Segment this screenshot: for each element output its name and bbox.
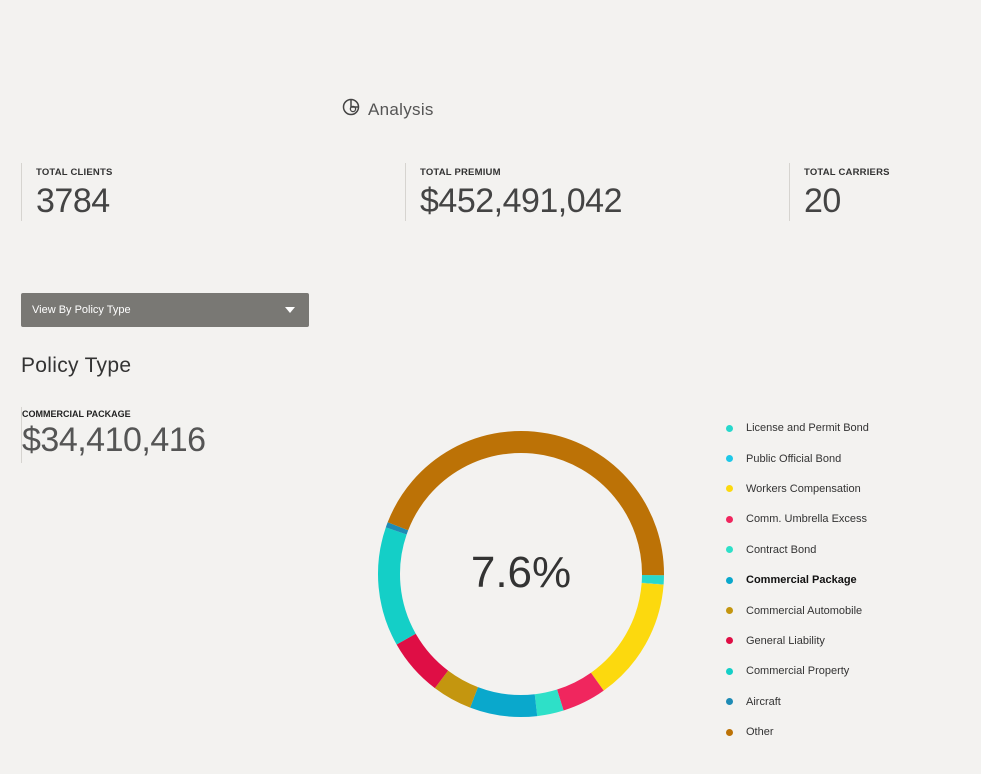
donut-slice-other[interactable] bbox=[387, 431, 664, 576]
donut-slice-aircraft[interactable] bbox=[385, 522, 409, 535]
legend-label: Contract Bond bbox=[746, 543, 817, 556]
total-premium-label: TOTAL PREMIUM bbox=[420, 167, 501, 178]
selected-policy-label: COMMERCIAL PACKAGE bbox=[22, 409, 131, 419]
legend-label: Other bbox=[746, 726, 774, 739]
total-carriers-value: 20 bbox=[804, 182, 841, 220]
legend-swatch bbox=[726, 485, 733, 493]
total-clients-stat: TOTAL CLIENTS 3784 bbox=[21, 163, 113, 221]
legend-item-commercial-property[interactable]: Commercial Property bbox=[724, 656, 869, 686]
legend-label: General Liability bbox=[746, 634, 825, 647]
legend-item-commercial-automobile[interactable]: Commercial Automobile bbox=[724, 595, 869, 625]
donut-slice-commercial-package[interactable] bbox=[470, 686, 538, 717]
selected-policy-stat: COMMERCIAL PACKAGE $34,410,416 bbox=[21, 407, 206, 463]
legend-item-other[interactable]: Other bbox=[724, 717, 869, 747]
donut-slice-commercial-property[interactable] bbox=[378, 527, 416, 645]
chevron-down-icon bbox=[285, 307, 295, 313]
analysis-header: Analysis bbox=[342, 98, 434, 121]
legend-item-commercial-package[interactable]: Commercial Package bbox=[724, 565, 869, 595]
legend-swatch bbox=[726, 424, 733, 432]
donut-center-label: 7.6% bbox=[471, 548, 571, 597]
donut-slice-general-liability[interactable] bbox=[396, 633, 449, 689]
legend-swatch bbox=[726, 455, 733, 463]
legend-item-general-liability[interactable]: General Liability bbox=[724, 626, 869, 656]
legend-item-comm-umbrella-excess[interactable]: Comm. Umbrella Excess bbox=[724, 504, 869, 534]
legend-label: License and Permit Bond bbox=[746, 422, 869, 435]
donut-slice-comm-umbrella-excess[interactable] bbox=[556, 672, 604, 711]
legend-label: Public Official Bond bbox=[746, 452, 842, 465]
analysis-icon bbox=[342, 98, 360, 121]
legend-label: Workers Compensation bbox=[746, 482, 861, 495]
donut-slice-commercial-automobile[interactable] bbox=[434, 670, 479, 708]
legend-label: Commercial Property bbox=[746, 665, 850, 678]
legend-swatch bbox=[726, 576, 733, 584]
view-by-select-label: View By Policy Type bbox=[32, 304, 131, 316]
section-title: Policy Type bbox=[21, 354, 132, 377]
chart-legend: License and Permit Bond Public Official B… bbox=[724, 413, 869, 747]
donut-slice-contract-bond[interactable] bbox=[534, 689, 564, 717]
total-carriers-label: TOTAL CARRIERS bbox=[804, 167, 890, 178]
total-carriers-stat: TOTAL CARRIERS 20 bbox=[789, 163, 890, 221]
total-premium-stat: TOTAL PREMIUM $452,491,042 bbox=[405, 163, 622, 221]
legend-swatch bbox=[726, 637, 733, 645]
legend-swatch bbox=[726, 546, 733, 554]
legend-label: Commercial Automobile bbox=[746, 604, 863, 617]
legend-label: Aircraft bbox=[746, 695, 781, 708]
legend-swatch bbox=[726, 607, 733, 615]
donut-slice-workers-compensation[interactable] bbox=[590, 582, 664, 691]
total-clients-label: TOTAL CLIENTS bbox=[36, 167, 113, 178]
view-by-select[interactable]: View By Policy Type bbox=[21, 293, 309, 327]
legend-label: Commercial Package bbox=[746, 574, 857, 587]
legend-swatch bbox=[726, 515, 733, 523]
legend-item-license-and-permit-bond[interactable]: License and Permit Bond bbox=[724, 413, 869, 443]
total-premium-value: $452,491,042 bbox=[420, 182, 622, 220]
total-clients-value: 3784 bbox=[36, 182, 110, 220]
legend-item-public-official-bond[interactable]: Public Official Bond bbox=[724, 443, 869, 473]
legend-swatch bbox=[726, 698, 733, 706]
legend-swatch bbox=[726, 728, 733, 736]
selected-policy-value: $34,410,416 bbox=[22, 421, 206, 459]
legend-item-contract-bond[interactable]: Contract Bond bbox=[724, 535, 869, 565]
legend-item-aircraft[interactable]: Aircraft bbox=[724, 687, 869, 717]
legend-item-workers-compensation[interactable]: Workers Compensation bbox=[724, 474, 869, 504]
legend-swatch bbox=[726, 667, 733, 675]
policy-donut-chart: 7.6% bbox=[378, 431, 664, 717]
page-title: Analysis bbox=[368, 99, 434, 119]
legend-label: Comm. Umbrella Excess bbox=[746, 513, 868, 526]
